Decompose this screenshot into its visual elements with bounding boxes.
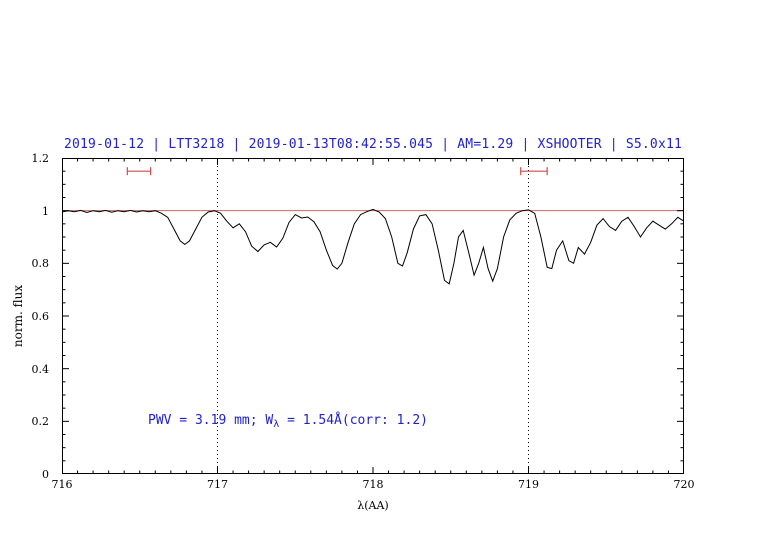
lambda-subscript: λ xyxy=(273,419,280,430)
y-tick-labels: 0 0.2 0.4 0.6 0.8 1 1.2 xyxy=(0,152,55,481)
spectrum-plot-svg xyxy=(62,158,684,474)
x-tick-label: 720 xyxy=(673,478,695,491)
pwv-annotation-text-2: = 1.54Å(corr: 1.2) xyxy=(279,413,428,428)
y-tick-label: 1 xyxy=(42,204,49,218)
x-tick-label: 717 xyxy=(207,478,228,491)
y-tick-label: 0.4 xyxy=(31,362,50,376)
pwv-annotation-text: PWV = 3.19 mm; W xyxy=(148,413,274,428)
y-tick-label: 0.8 xyxy=(31,257,50,271)
x-tick-label: 718 xyxy=(362,478,384,491)
y-tick-label: 0.2 xyxy=(31,415,50,429)
plot-area: PWV = 3.19 mm; Wλ = 1.54Å(corr: 1.2) xyxy=(62,158,684,474)
x-tick-labels: 716 717 718 719 720 xyxy=(52,478,695,492)
x-axis-label: λ(AA) xyxy=(357,499,389,512)
pwv-annotation: PWV = 3.19 mm; Wλ = 1.54Å(corr: 1.2) xyxy=(148,413,428,430)
plot-title: 2019-01-12 | LTT3218 | 2019-01-13T08:42:… xyxy=(63,137,683,152)
y-tick-label: 1.2 xyxy=(31,152,50,165)
spectrum-line xyxy=(62,208,684,285)
x-tick-label: 719 xyxy=(518,478,539,491)
y-tick-label: 0.6 xyxy=(31,310,50,323)
y-tick-label: 0 xyxy=(42,468,49,481)
x-tick-label: 716 xyxy=(51,478,73,491)
